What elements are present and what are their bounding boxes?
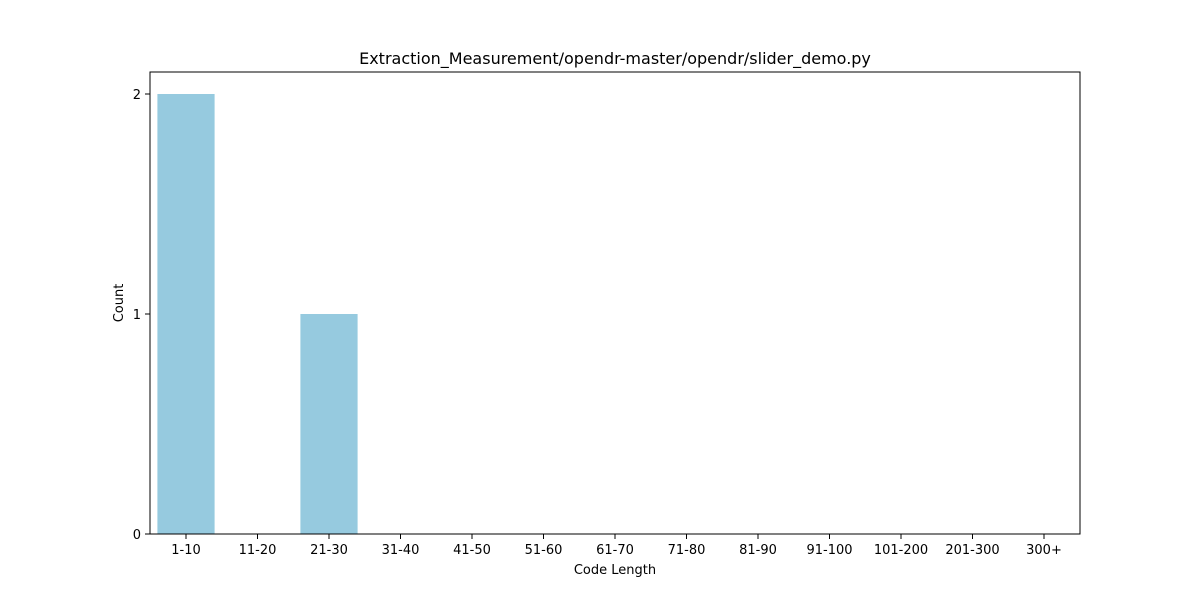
x-axis-label: Code Length — [574, 563, 656, 578]
x-tick-label: 31-40 — [382, 543, 420, 558]
x-axis-ticks: 1-10 11-20 21-30 31-40 41-50 51-60 61-70 71-80 8… — [171, 534, 1062, 558]
y-tick-label: 0 — [133, 528, 141, 543]
x-tick-label: 101-200 — [874, 543, 928, 558]
x-tick-label: 41-50 — [453, 543, 491, 558]
y-axis-label: Count — [112, 284, 127, 323]
x-tick-label: 71-80 — [668, 543, 706, 558]
x-tick-label: 21-30 — [310, 543, 348, 558]
chart-title: Extraction_Measurement/opendr-master/ope… — [359, 49, 871, 69]
x-tick-label: 81-90 — [739, 543, 777, 558]
x-tick-label: 300+ — [1026, 543, 1062, 558]
x-tick-label: 1-10 — [171, 543, 201, 558]
y-tick-label: 1 — [133, 308, 141, 323]
bars-group — [157, 94, 358, 534]
plot-area-frame — [149, 71, 1081, 535]
y-axis-ticks: 0 1 2 — [133, 88, 150, 543]
x-tick-label: 61-70 — [596, 543, 634, 558]
x-tick-label: 201-300 — [945, 543, 999, 558]
bar-21-30 — [300, 314, 358, 534]
x-tick-label: 91-100 — [806, 543, 852, 558]
bar-1-10 — [157, 94, 215, 534]
x-tick-label: 11-20 — [239, 543, 277, 558]
x-tick-label: 51-60 — [525, 543, 563, 558]
y-tick-label: 2 — [133, 88, 141, 103]
